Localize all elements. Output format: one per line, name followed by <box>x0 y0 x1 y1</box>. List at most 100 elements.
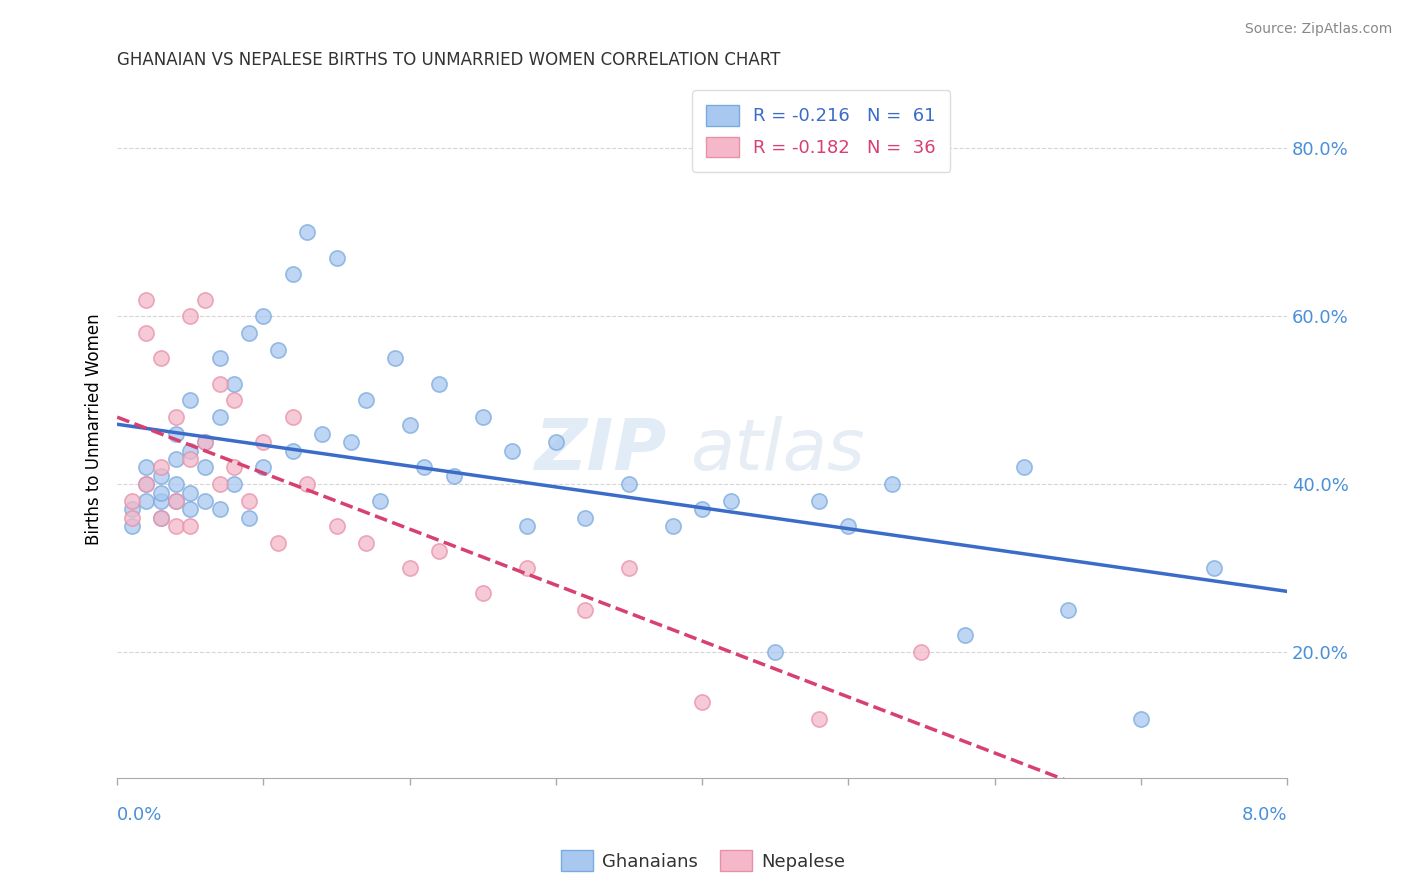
Point <box>354 536 377 550</box>
Point <box>135 477 157 491</box>
Point <box>662 519 685 533</box>
Point <box>194 494 217 508</box>
Y-axis label: Births to Unmarried Women: Births to Unmarried Women <box>86 314 103 546</box>
Point <box>427 544 450 558</box>
Point <box>690 502 713 516</box>
Text: atlas: atlas <box>690 416 865 485</box>
Point <box>1202 561 1225 575</box>
Point <box>252 310 274 324</box>
Point <box>179 310 201 324</box>
Point <box>179 502 201 516</box>
Point <box>150 460 173 475</box>
Point <box>150 511 173 525</box>
Point <box>1012 460 1035 475</box>
Point <box>808 712 831 726</box>
Legend: Ghanaians, Nepalese: Ghanaians, Nepalese <box>554 843 852 879</box>
Point <box>808 494 831 508</box>
Point <box>194 435 217 450</box>
Point <box>121 502 143 516</box>
Point <box>443 468 465 483</box>
Point <box>179 452 201 467</box>
Text: GHANAIAN VS NEPALESE BIRTHS TO UNMARRIED WOMEN CORRELATION CHART: GHANAIAN VS NEPALESE BIRTHS TO UNMARRIED… <box>117 51 780 69</box>
Point <box>281 410 304 425</box>
Point <box>325 519 347 533</box>
Point <box>311 426 333 441</box>
Point <box>544 435 567 450</box>
Point <box>121 494 143 508</box>
Point <box>165 494 187 508</box>
Point <box>354 393 377 408</box>
Point <box>427 376 450 391</box>
Point <box>252 460 274 475</box>
Point <box>910 645 932 659</box>
Point <box>471 410 494 425</box>
Point <box>882 477 904 491</box>
Text: Source: ZipAtlas.com: Source: ZipAtlas.com <box>1244 22 1392 37</box>
Point <box>208 502 231 516</box>
Point <box>516 519 538 533</box>
Point <box>150 485 173 500</box>
Text: ZIP: ZIP <box>534 416 666 485</box>
Point <box>179 519 201 533</box>
Point <box>165 477 187 491</box>
Point <box>208 410 231 425</box>
Point <box>384 351 406 366</box>
Point <box>179 443 201 458</box>
Point <box>501 443 523 458</box>
Point <box>1056 603 1078 617</box>
Point <box>471 586 494 600</box>
Point <box>281 443 304 458</box>
Point <box>238 494 260 508</box>
Point <box>398 418 420 433</box>
Legend: R = -0.216   N =  61, R = -0.182   N =  36: R = -0.216 N = 61, R = -0.182 N = 36 <box>692 90 950 172</box>
Point <box>617 477 640 491</box>
Point <box>224 460 246 475</box>
Point <box>224 477 246 491</box>
Point <box>340 435 363 450</box>
Point <box>208 477 231 491</box>
Point <box>121 519 143 533</box>
Point <box>135 477 157 491</box>
Point <box>574 511 596 525</box>
Point <box>165 426 187 441</box>
Point <box>413 460 436 475</box>
Point <box>165 494 187 508</box>
Text: 0.0%: 0.0% <box>117 805 163 824</box>
Point <box>1129 712 1152 726</box>
Point <box>224 393 246 408</box>
Point <box>267 536 290 550</box>
Text: 8.0%: 8.0% <box>1241 805 1286 824</box>
Point <box>690 696 713 710</box>
Point <box>165 519 187 533</box>
Point <box>165 452 187 467</box>
Point <box>955 628 977 642</box>
Point <box>224 376 246 391</box>
Point <box>267 343 290 357</box>
Point <box>281 268 304 282</box>
Point <box>179 393 201 408</box>
Point <box>150 351 173 366</box>
Point <box>297 226 319 240</box>
Point <box>325 251 347 265</box>
Point <box>238 326 260 340</box>
Point <box>135 326 157 340</box>
Point <box>516 561 538 575</box>
Point <box>252 435 274 450</box>
Point <box>194 293 217 307</box>
Point <box>574 603 596 617</box>
Point <box>121 511 143 525</box>
Point <box>370 494 392 508</box>
Point <box>194 435 217 450</box>
Point <box>135 494 157 508</box>
Point <box>837 519 859 533</box>
Point <box>398 561 420 575</box>
Point <box>150 511 173 525</box>
Point <box>150 494 173 508</box>
Point <box>297 477 319 491</box>
Point <box>194 460 217 475</box>
Point <box>208 376 231 391</box>
Point <box>720 494 742 508</box>
Point <box>135 460 157 475</box>
Point <box>150 468 173 483</box>
Point <box>763 645 786 659</box>
